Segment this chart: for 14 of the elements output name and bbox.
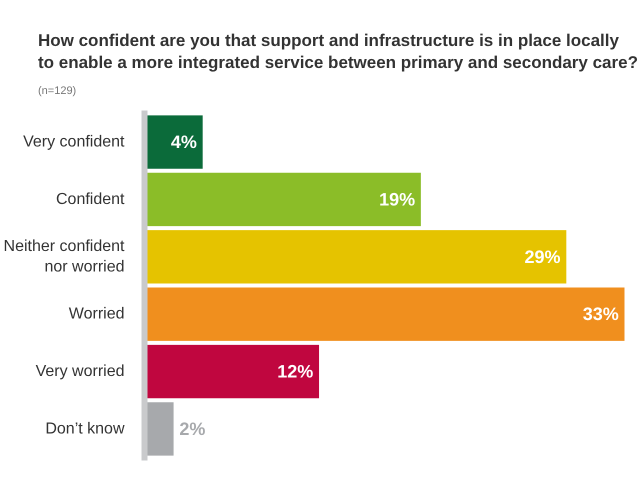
data-label: 12% xyxy=(277,361,314,382)
y-tick-label: Worried xyxy=(68,306,124,323)
data-label: 4% xyxy=(170,132,197,152)
data-label: 29% xyxy=(524,246,561,267)
chart-title: How confident are you that support and infrastructure is in place locally to enable a more integrated service between primary and secondary care? xyxy=(38,30,638,74)
y-tick-label: Very worried xyxy=(36,362,124,380)
chart-subtitle: (n=129) xyxy=(38,84,76,100)
data-label: 19% xyxy=(379,189,416,210)
y-tick-label: Neither confident nor worried xyxy=(4,238,126,276)
y-tick-label: Confident xyxy=(56,190,126,208)
data-label: 2% xyxy=(179,418,206,439)
data-label: 33% xyxy=(582,304,619,324)
y-tick-label: Don’t know xyxy=(45,420,125,438)
y-tick-label: Very confident xyxy=(23,133,126,150)
